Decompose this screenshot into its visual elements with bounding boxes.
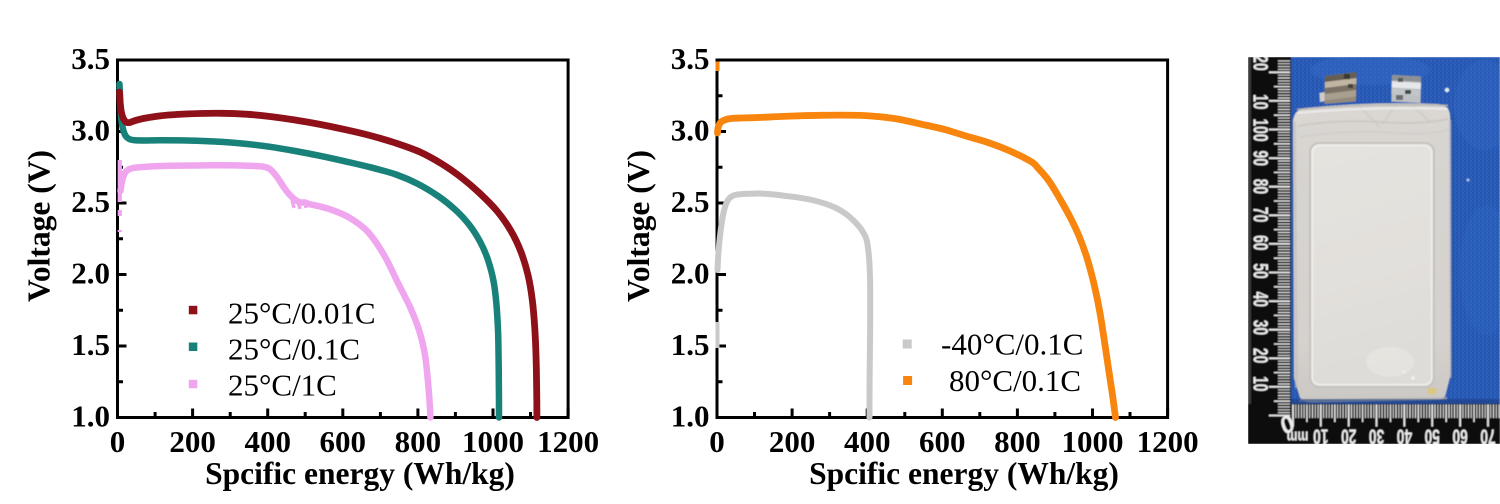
svg-text:Spcific energy (Wh/kg): Spcific energy (Wh/kg) xyxy=(809,456,1119,491)
svg-text:3.5: 3.5 xyxy=(71,41,110,76)
svg-text:2.5: 2.5 xyxy=(71,184,110,219)
svg-text:50: 50 xyxy=(1249,263,1273,278)
svg-text:25°C/0.01C: 25°C/0.01C xyxy=(228,296,376,331)
svg-text:1.0: 1.0 xyxy=(671,398,710,433)
svg-text:25°C/0.1C: 25°C/0.1C xyxy=(228,332,360,367)
svg-text:1.0: 1.0 xyxy=(71,398,110,433)
svg-text:1200: 1200 xyxy=(1137,424,1199,459)
svg-text:2.0: 2.0 xyxy=(71,255,110,290)
svg-text:60: 60 xyxy=(1452,425,1467,449)
svg-text:Voltage (V): Voltage (V) xyxy=(22,150,57,302)
svg-text:100: 100 xyxy=(1249,118,1273,141)
svg-text:-40°C/0.1C: -40°C/0.1C xyxy=(941,327,1083,362)
svg-text:2.0: 2.0 xyxy=(671,255,710,290)
svg-text:80: 80 xyxy=(1249,179,1273,194)
svg-text:1200: 1200 xyxy=(537,424,599,459)
svg-text:200: 200 xyxy=(769,424,816,459)
svg-text:1.5: 1.5 xyxy=(671,327,710,362)
svg-text:40: 40 xyxy=(1397,425,1412,449)
svg-text:Voltage (V): Voltage (V) xyxy=(621,150,656,302)
svg-text:40: 40 xyxy=(1249,291,1273,306)
svg-text:mm: mm xyxy=(1287,427,1309,445)
svg-text:Spcific energy (Wh/kg): Spcific energy (Wh/kg) xyxy=(205,456,515,491)
svg-text:200: 200 xyxy=(169,424,216,459)
svg-text:10: 10 xyxy=(1249,94,1273,109)
svg-text:10: 10 xyxy=(1249,376,1273,391)
svg-text:70: 70 xyxy=(1480,425,1495,449)
svg-text:2.5: 2.5 xyxy=(671,184,710,219)
svg-text:600: 600 xyxy=(919,424,966,459)
svg-text:0: 0 xyxy=(709,424,725,459)
svg-text:1000: 1000 xyxy=(462,424,524,459)
svg-text:0: 0 xyxy=(110,424,126,459)
svg-text:25°C/1C: 25°C/1C xyxy=(228,368,337,403)
svg-text:400: 400 xyxy=(244,424,291,459)
svg-text:10: 10 xyxy=(1313,425,1328,449)
svg-text:800: 800 xyxy=(395,424,442,459)
svg-text:20: 20 xyxy=(1249,55,1273,70)
svg-text:90: 90 xyxy=(1249,150,1273,165)
svg-text:1.5: 1.5 xyxy=(71,327,110,362)
svg-text:3.0: 3.0 xyxy=(71,112,110,147)
svg-text:70: 70 xyxy=(1249,207,1273,222)
svg-text:20: 20 xyxy=(1341,425,1356,449)
svg-text:30: 30 xyxy=(1369,425,1384,449)
svg-text:60: 60 xyxy=(1249,235,1273,250)
svg-text:400: 400 xyxy=(844,424,891,459)
svg-text:3.0: 3.0 xyxy=(671,112,710,147)
svg-text:600: 600 xyxy=(320,424,367,459)
svg-text:1000: 1000 xyxy=(1062,424,1124,459)
svg-text:50: 50 xyxy=(1424,425,1439,449)
svg-text:80°C/0.1C: 80°C/0.1C xyxy=(949,363,1081,398)
svg-text:3.5: 3.5 xyxy=(671,41,710,76)
svg-text:800: 800 xyxy=(994,424,1041,459)
svg-text:30: 30 xyxy=(1249,320,1273,335)
svg-text:20: 20 xyxy=(1249,348,1273,363)
